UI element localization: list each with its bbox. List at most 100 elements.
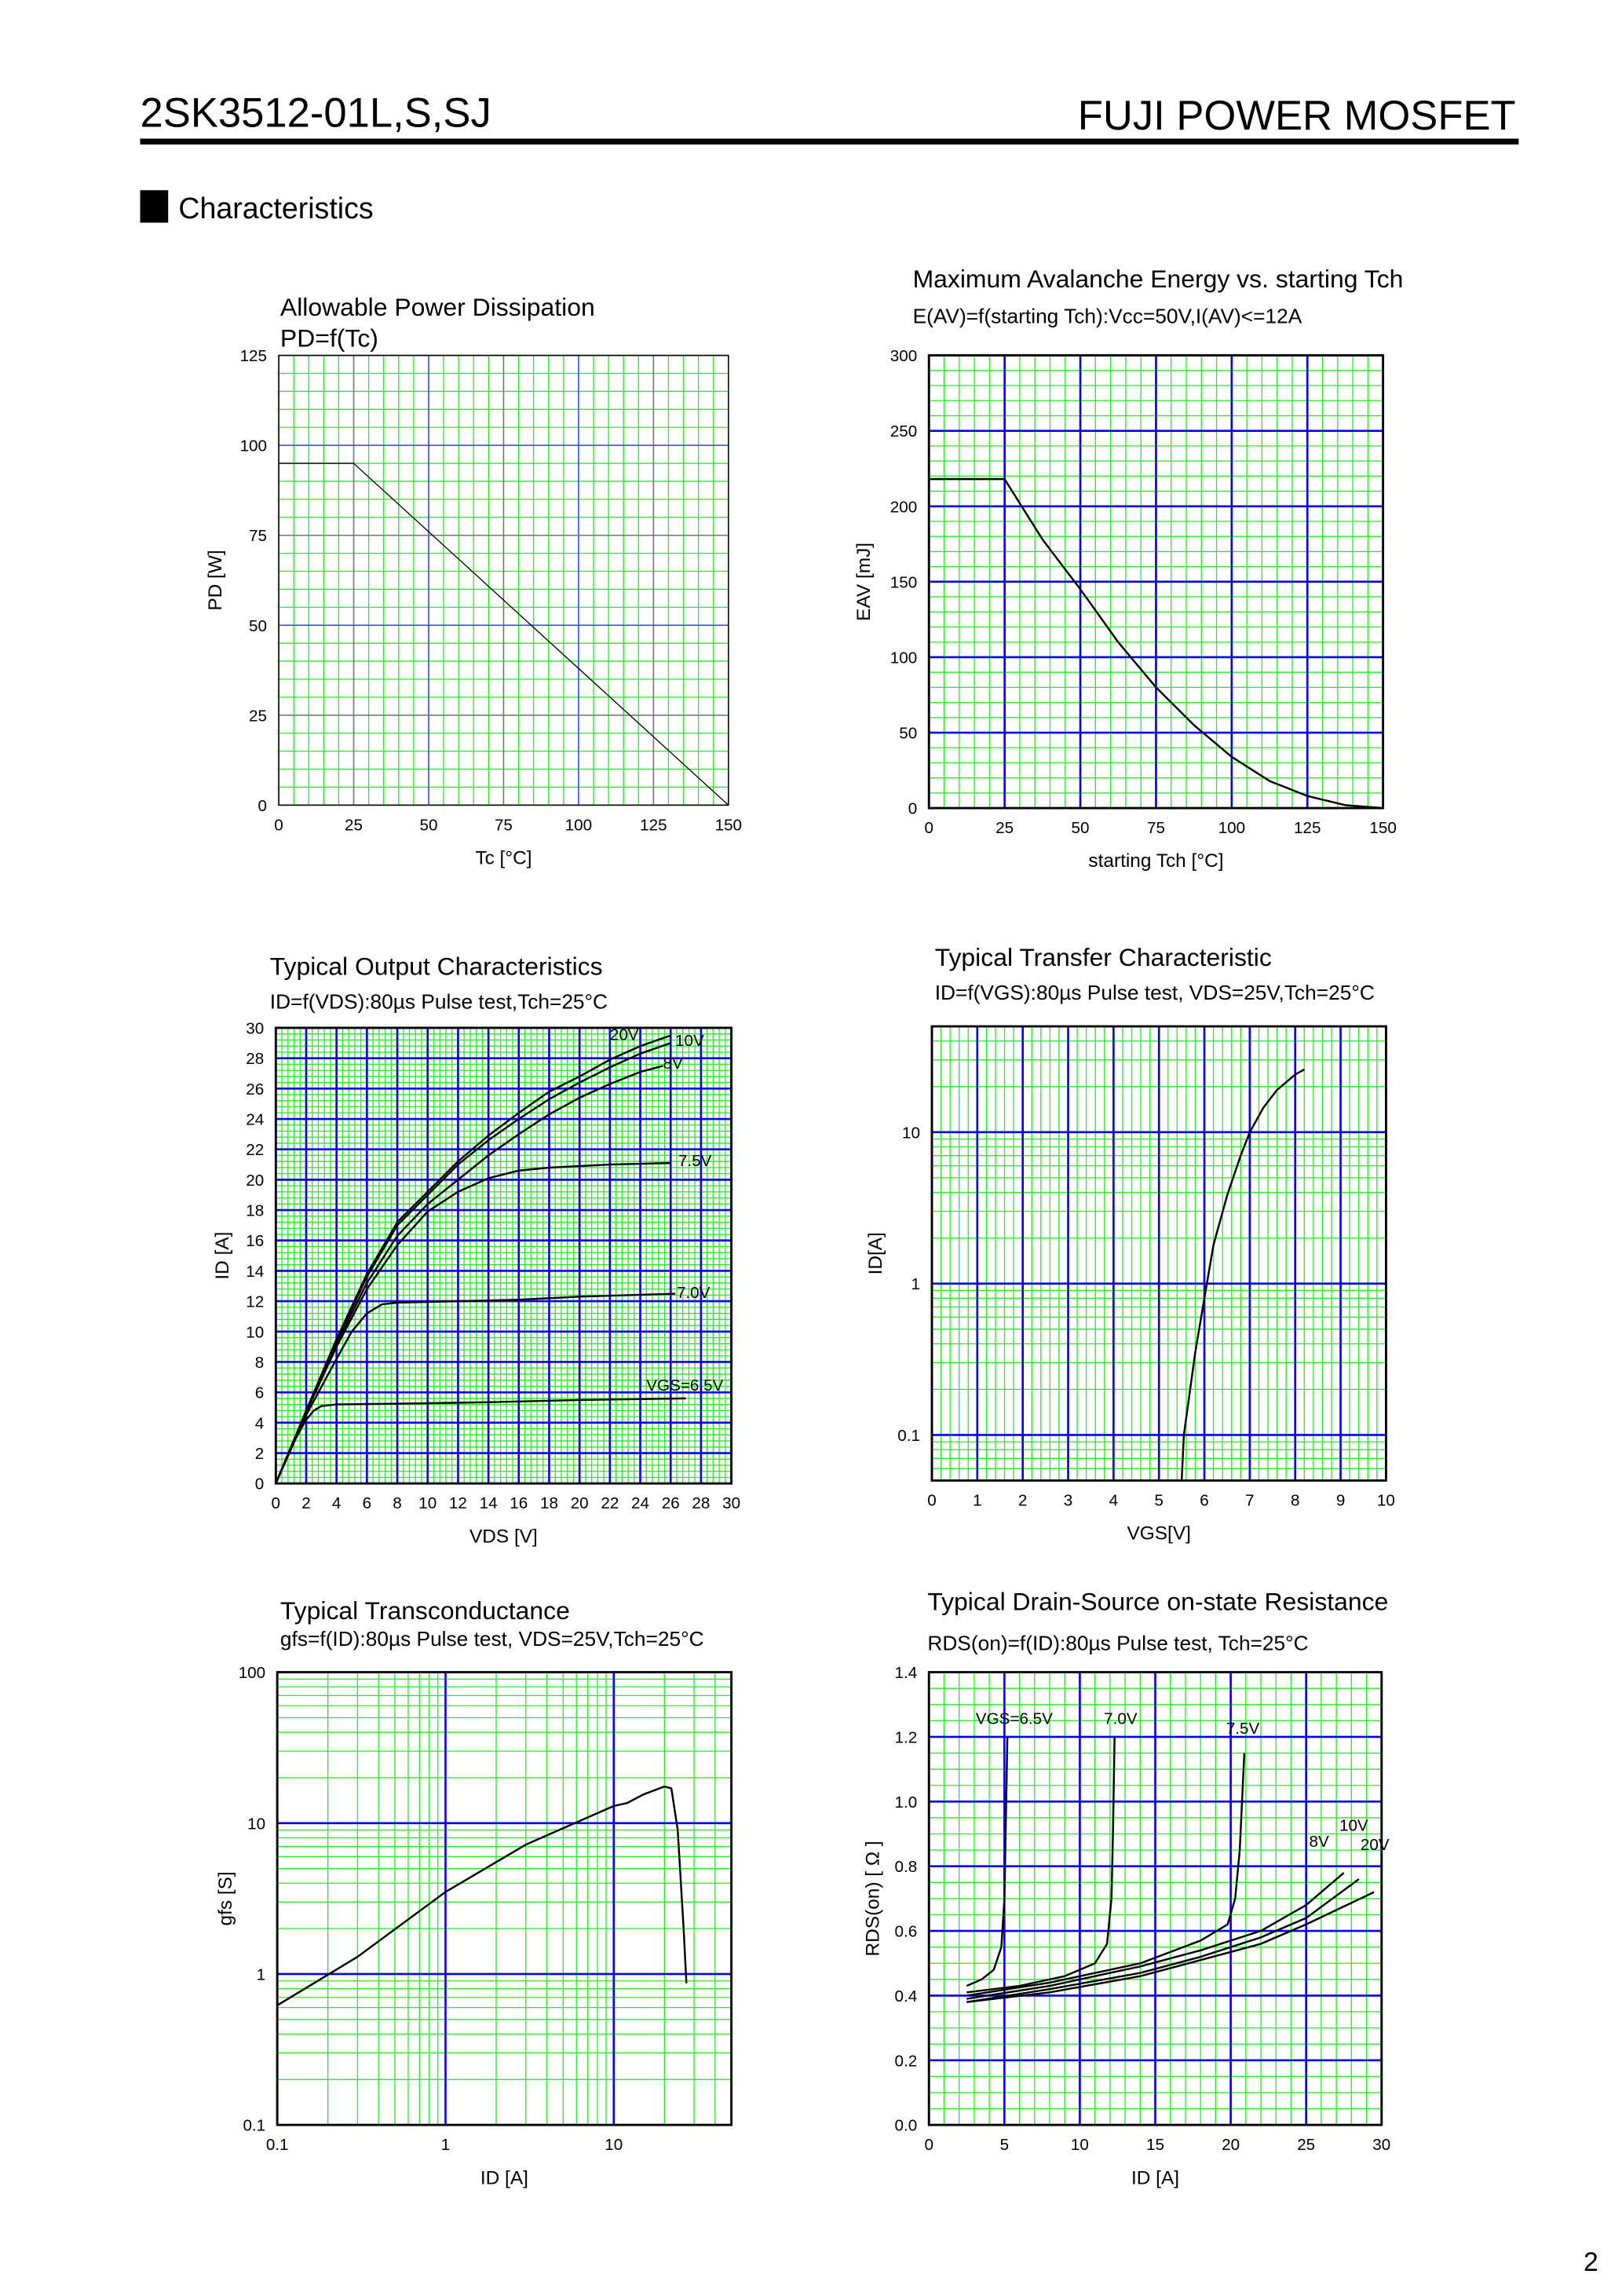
x-tick-label: 50 [1072, 819, 1090, 837]
x-tick-label: 125 [640, 816, 667, 834]
y-axis-label: PD [W] [205, 550, 226, 610]
y-axis-label: EAV [mJ] [853, 543, 875, 621]
x-tick-label: 125 [1294, 819, 1321, 837]
x-tick-label: 26 [662, 1494, 680, 1512]
product-line: FUJI POWER MOSFET [1078, 93, 1516, 139]
series-line-8v [275, 1065, 663, 1484]
series-label: 10V [675, 1032, 704, 1050]
x-tick-label: 2 [301, 1494, 310, 1512]
x-tick-label: 100 [565, 816, 592, 834]
series-line-vgs6.5v [966, 1737, 1009, 1987]
y-tick-label: 14 [246, 1263, 264, 1281]
x-tick-label: 10 [1071, 2136, 1089, 2154]
x-tick-label: 4 [332, 1494, 341, 1512]
y-tick-label: 24 [246, 1111, 264, 1129]
y-tick-label: 50 [899, 725, 917, 743]
series-label: 10V [1339, 1816, 1368, 1834]
chart-title: Allowable Power Dissipation [280, 293, 595, 321]
x-tick-label: 10 [605, 2136, 623, 2154]
x-tick-label: 0 [924, 2136, 933, 2154]
y-tick-label: 1.4 [895, 1664, 918, 1682]
plot-border [927, 1671, 1383, 2126]
x-tick-label: 12 [449, 1494, 467, 1512]
x-tick-label: 0 [924, 819, 933, 837]
rds-chart: Typical Drain-Source on-state Resistance… [862, 1588, 1390, 2189]
header-rule [140, 138, 1519, 145]
y-tick-label: 0.6 [895, 1923, 918, 1941]
x-tick-label: 3 [1064, 1491, 1072, 1509]
chart-subtitle: ID=f(VDS):80µs Pulse test,Tch=25°C [270, 990, 608, 1014]
y-tick-label: 2 [255, 1445, 264, 1463]
x-tick-label: 10 [1377, 1491, 1395, 1509]
chart-subtitle: PD=f(Tc) [280, 324, 378, 352]
x-tick-label: 25 [995, 819, 1014, 837]
x-tick-label: 7 [1245, 1491, 1254, 1509]
series-line-7.5v [966, 1753, 1246, 1997]
y-tick-label: 0.1 [897, 1427, 920, 1445]
x-tick-label: 25 [1297, 2136, 1315, 2154]
chart-title: Typical Drain-Source on-state Resistance [927, 1588, 1388, 1616]
section-bullet-icon [140, 190, 169, 223]
series-line [1180, 1068, 1305, 1481]
y-tick-label: 6 [255, 1384, 264, 1402]
chart-title: Typical Transconductance [280, 1596, 570, 1625]
x-tick-label: 150 [1369, 819, 1396, 837]
y-tick-label: 18 [246, 1202, 264, 1220]
x-tick-label: 0 [272, 1494, 280, 1512]
chart-title: Typical Transfer Characteristic [935, 943, 1272, 971]
y-tick-label: 250 [890, 422, 917, 441]
x-tick-label: 5 [1000, 2136, 1009, 2154]
plot-area [277, 1672, 732, 2126]
plot-border [274, 1026, 732, 1485]
x-axis-label: starting Tch [°C] [1088, 850, 1223, 872]
pd-chart: Allowable Power Dissipation PD=f(Tc) 0 25 50… [205, 293, 742, 869]
series-line [279, 462, 729, 806]
y-axis-label: ID [A] [212, 1232, 233, 1280]
x-tick-label: 5 [1154, 1491, 1163, 1509]
x-axis-label: ID [A] [1131, 2167, 1179, 2188]
y-tick-label: 28 [246, 1050, 264, 1068]
series-line-20v [966, 1891, 1375, 2003]
series-line-10v [966, 1878, 1360, 2003]
y-tick-label: 200 [890, 498, 917, 516]
transfer-chart: Typical Transfer Characteristic ID=f(VGS)… [865, 943, 1395, 1545]
series-label: 7.5V [1226, 1720, 1260, 1738]
y-tick-label: 100 [239, 1664, 265, 1682]
y-tick-label: 300 [890, 347, 917, 365]
series-label: 20V [610, 1026, 639, 1044]
y-tick-label: 20 [246, 1172, 264, 1190]
section-title: Characteristics [178, 192, 373, 225]
chart-title: Typical Output Characteristics [270, 952, 603, 980]
series-line [276, 1785, 688, 2006]
page-number: 2 [1584, 2247, 1598, 2277]
grid [276, 1671, 732, 2126]
series-line-8v [966, 1872, 1345, 2000]
y-axis-label: RDS(on) [ Ω ] [862, 1841, 883, 1956]
series-line-7.0v [966, 1737, 1116, 1994]
x-tick-label: 15 [1146, 2136, 1164, 2154]
x-tick-label: 2 [1018, 1491, 1027, 1509]
x-tick-label: 75 [1147, 819, 1165, 837]
y-tick-label: 0 [255, 1475, 264, 1493]
plot-border [278, 354, 729, 806]
x-tick-label: 8 [393, 1494, 401, 1512]
plot-area [276, 1027, 732, 1484]
x-tick-label: 6 [1200, 1491, 1208, 1509]
x-tick-label: 1 [441, 2136, 450, 2154]
eav-chart: Maximum Avalanche Energy vs. starting Tc… [853, 265, 1403, 872]
y-tick-label: 1 [911, 1275, 919, 1293]
y-tick-label: 1.0 [895, 1793, 918, 1812]
chart-subtitle: ID=f(VGS):80µs Pulse test, VDS=25V,Tch=2… [935, 981, 1375, 1004]
series-label: VGS=6.5V [646, 1377, 723, 1395]
plot-border [927, 354, 1385, 810]
y-tick-label: 0.4 [895, 1987, 918, 2005]
series-label: 8V [1310, 1833, 1329, 1851]
x-tick-label: 28 [692, 1494, 710, 1512]
series-line-7.0v [275, 1292, 676, 1484]
y-tick-label: 25 [249, 707, 267, 725]
y-tick-label: 0 [258, 797, 267, 815]
y-tick-label: 16 [246, 1232, 264, 1250]
y-tick-label: 125 [240, 347, 267, 365]
